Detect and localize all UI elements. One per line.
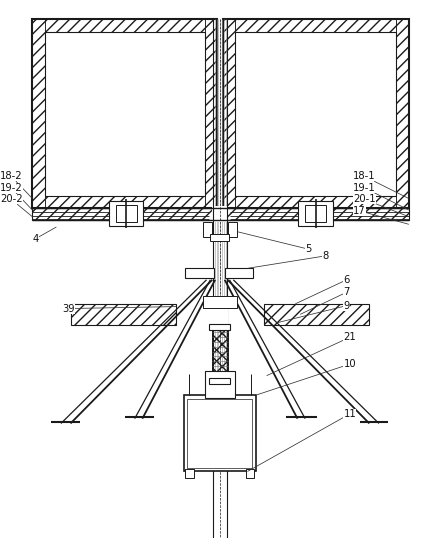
Bar xyxy=(185,469,194,478)
Text: 5: 5 xyxy=(238,232,311,254)
Bar xyxy=(185,268,214,278)
Text: 21: 21 xyxy=(267,332,356,376)
Bar xyxy=(223,19,408,208)
Text: 17: 17 xyxy=(353,206,408,224)
Text: 6: 6 xyxy=(295,275,350,304)
Bar xyxy=(298,201,333,226)
Bar xyxy=(212,328,227,381)
Bar xyxy=(209,324,230,329)
Text: 39: 39 xyxy=(63,304,176,313)
Bar xyxy=(223,19,235,208)
Text: 9: 9 xyxy=(276,301,350,323)
Bar xyxy=(210,234,230,241)
Bar xyxy=(32,208,408,221)
Text: 10: 10 xyxy=(257,359,356,395)
Text: 4: 4 xyxy=(32,227,56,244)
Bar xyxy=(227,222,237,236)
Text: 20-2: 20-2 xyxy=(0,194,32,217)
Text: 11: 11 xyxy=(248,409,356,471)
Bar xyxy=(205,19,217,208)
Bar xyxy=(209,378,230,384)
Text: 8: 8 xyxy=(248,251,329,268)
Bar xyxy=(32,19,45,208)
Text: 18-1: 18-1 xyxy=(353,172,408,199)
Bar xyxy=(184,395,256,471)
Text: 18-2: 18-2 xyxy=(0,172,32,199)
Bar xyxy=(45,19,205,32)
Bar xyxy=(203,222,212,236)
Bar xyxy=(225,268,254,278)
Bar xyxy=(32,19,217,208)
Text: 19-2: 19-2 xyxy=(0,183,32,210)
Text: 19-1: 19-1 xyxy=(353,183,408,210)
Bar xyxy=(235,19,396,32)
Text: 7: 7 xyxy=(300,287,350,314)
Bar xyxy=(235,32,396,195)
Bar xyxy=(203,296,237,307)
Bar xyxy=(45,195,205,208)
Bar xyxy=(205,371,235,398)
Bar xyxy=(187,399,252,468)
Bar xyxy=(264,304,369,325)
Bar xyxy=(116,205,137,222)
Bar xyxy=(109,201,143,226)
Bar xyxy=(396,19,408,208)
Text: 20-1: 20-1 xyxy=(353,194,408,217)
Bar xyxy=(212,302,227,326)
Bar xyxy=(212,206,227,222)
Bar xyxy=(45,32,205,195)
Bar xyxy=(70,304,176,325)
Bar xyxy=(235,195,396,208)
Bar xyxy=(246,469,254,478)
Bar xyxy=(305,205,326,222)
